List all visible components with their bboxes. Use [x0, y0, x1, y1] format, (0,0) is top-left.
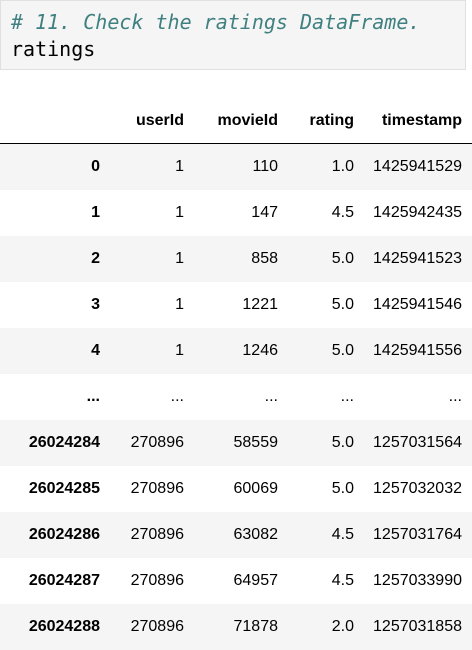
cell-movieid: ... — [264, 388, 278, 405]
row-index: 4 — [91, 342, 100, 359]
cell-userid: 1 — [175, 250, 184, 267]
cell-timestamp: ... — [448, 388, 462, 405]
column-header-timestamp: timestamp — [364, 99, 472, 144]
code-line: ratings — [11, 37, 96, 61]
cell-userid: ... — [170, 388, 184, 405]
code-comment: # 11. Check the ratings DataFrame. — [11, 10, 421, 34]
cell-movieid: 71878 — [233, 618, 279, 635]
row-index: 26024288 — [28, 618, 100, 635]
row-index: ... — [86, 388, 100, 405]
row-index: 0 — [91, 158, 100, 175]
cell-rating: ... — [340, 388, 354, 405]
cell-movieid: 1246 — [242, 342, 278, 359]
cell-rating: 5.0 — [331, 434, 354, 451]
table-row: 26024287 270896 64957 4.5 1257033990 — [0, 558, 472, 604]
cell-movieid: 1221 — [242, 296, 278, 313]
cell-userid: 270896 — [130, 480, 184, 497]
row-index: 26024284 — [28, 434, 100, 451]
cell-movieid: 858 — [251, 250, 278, 267]
table-row: 26024286 270896 63082 4.5 1257031764 — [0, 512, 472, 558]
cell-rating: 5.0 — [331, 296, 354, 313]
cell-timestamp: 1425941546 — [373, 296, 462, 313]
column-header-rating: rating — [288, 99, 364, 144]
table-row: 26024288 270896 71878 2.0 1257031858 — [0, 604, 472, 650]
column-header-movieid: movieId — [194, 99, 288, 144]
cell-timestamp: 1425942435 — [373, 204, 462, 221]
cell-rating: 4.5 — [331, 526, 354, 543]
cell-timestamp: 1425941556 — [373, 342, 462, 359]
row-index: 1 — [91, 204, 100, 221]
cell-rating: 1.0 — [331, 158, 354, 175]
cell-rating: 5.0 — [331, 480, 354, 497]
table-row-ellipsis: ... ... ... ... ... — [0, 374, 472, 420]
cell-userid: 1 — [175, 296, 184, 313]
cell-userid: 1 — [175, 158, 184, 175]
cell-movieid: 64957 — [233, 572, 279, 589]
cell-rating: 5.0 — [331, 342, 354, 359]
cell-timestamp: 1425941529 — [373, 158, 462, 175]
code-cell[interactable]: # 11. Check the ratings DataFrame. ratin… — [0, 0, 466, 70]
row-index: 26024287 — [28, 572, 100, 589]
cell-userid: 270896 — [130, 572, 184, 589]
column-header-index — [0, 99, 110, 144]
cell-timestamp: 1257031764 — [373, 526, 462, 543]
cell-output: userId movieId rating timestamp 0 1 110 … — [0, 99, 472, 650]
cell-userid: 1 — [175, 204, 184, 221]
cell-rating: 4.5 — [331, 204, 354, 221]
cell-timestamp: 1257032032 — [373, 480, 462, 497]
cell-movieid: 110 — [252, 158, 278, 175]
table-row: 3 1 1221 5.0 1425941546 — [0, 282, 472, 328]
row-index: 2 — [91, 250, 100, 267]
cell-movieid: 63082 — [233, 526, 279, 543]
table-row: 2 1 858 5.0 1425941523 — [0, 236, 472, 282]
column-header-userid: userId — [110, 99, 194, 144]
table-row: 26024284 270896 58559 5.0 1257031564 — [0, 420, 472, 466]
cell-userid: 1 — [175, 342, 184, 359]
table-row: 26024285 270896 60069 5.0 1257032032 — [0, 466, 472, 512]
cell-userid: 270896 — [130, 434, 184, 451]
cell-timestamp: 1257033990 — [373, 572, 462, 589]
cell-rating: 5.0 — [331, 250, 354, 267]
cell-timestamp: 1257031564 — [373, 434, 462, 451]
table-row: 0 1 110 1.0 1425941529 — [0, 143, 472, 190]
cell-movieid: 60069 — [233, 480, 279, 497]
row-index: 3 — [91, 296, 100, 313]
cell-userid: 270896 — [130, 618, 184, 635]
cell-movieid: 58559 — [233, 434, 279, 451]
cell-timestamp: 1425941523 — [373, 250, 462, 267]
table-header-row: userId movieId rating timestamp — [0, 99, 472, 144]
row-index: 26024286 — [28, 526, 100, 543]
dataframe-table: userId movieId rating timestamp 0 1 110 … — [0, 99, 472, 650]
cell-movieid: 147 — [251, 204, 278, 221]
cell-rating: 4.5 — [331, 572, 354, 589]
cell-rating: 2.0 — [331, 618, 354, 635]
table-row: 4 1 1246 5.0 1425941556 — [0, 328, 472, 374]
cell-userid: 270896 — [130, 526, 184, 543]
table-row: 1 1 147 4.5 1425942435 — [0, 190, 472, 236]
cell-timestamp: 1257031858 — [373, 618, 462, 635]
row-index: 26024285 — [28, 480, 100, 497]
